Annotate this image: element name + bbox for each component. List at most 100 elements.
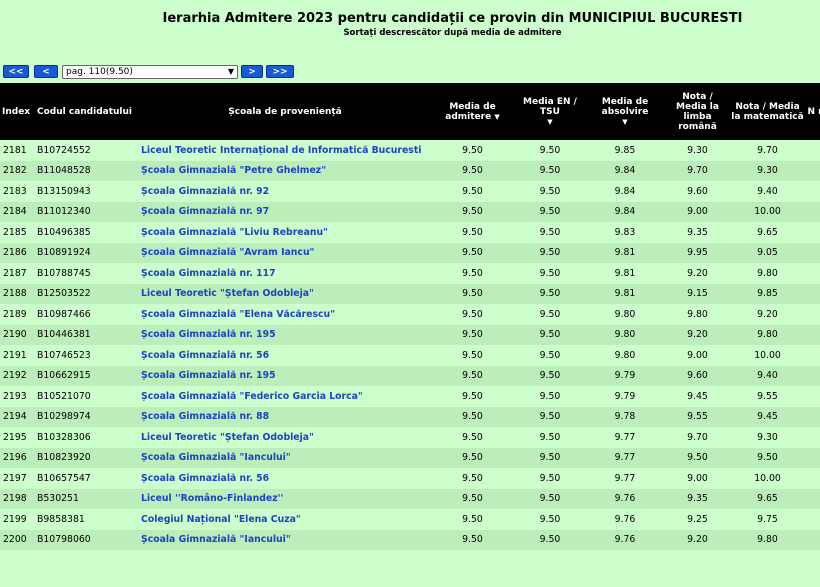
cell-en: 9.50	[539, 390, 561, 402]
cell-school-link[interactable]: Școala Gimnazială nr. 92	[141, 185, 270, 197]
cell-code: B10987466	[37, 308, 91, 320]
col-header-en[interactable]: Media EN / TSU ▼	[515, 83, 585, 140]
cell-admission: 9.50	[462, 308, 483, 320]
cell-school-link[interactable]: Liceul Teoretic "Ștefan Odobleja"	[141, 288, 314, 300]
cell-math: 9.40	[757, 370, 778, 382]
cell-code: B10798060	[37, 534, 91, 546]
cell-school-link[interactable]: Liceul Teoretic Internațional de Informa…	[141, 144, 422, 156]
cell-en: 9.50	[539, 349, 561, 361]
col-header-school[interactable]: Școala de proveniență	[228, 106, 342, 117]
table-row: 2192 B10662915 Școala Gimnazială nr. 195 9.…	[0, 365, 820, 386]
cell-graduation: 9.76	[614, 513, 636, 525]
cell-math: 9.80	[757, 267, 778, 279]
page-select-value: pag. 110(9.50)	[66, 67, 133, 77]
cell-index: 2193	[3, 390, 27, 402]
table-row: 2198 B530251 Liceul ''Româno-Finlandez'' 9.…	[0, 488, 820, 509]
cell-school-link[interactable]: Școala Gimnazială "Petre Ghelmez"	[141, 165, 327, 177]
cell-extra	[805, 345, 820, 366]
cell-graduation: 9.83	[614, 226, 636, 238]
cell-math: 9.05	[757, 247, 778, 259]
table-row: 2200 B10798060 Școala Gimnazială "Iancului…	[0, 529, 820, 550]
first-page-button[interactable]: <<	[3, 65, 29, 78]
cell-math: 9.85	[757, 288, 778, 300]
table-row: 2196 B10823920 Școala Gimnazială "Iancului…	[0, 447, 820, 468]
col-header-romanian[interactable]: Nota / Media la limba română	[676, 91, 719, 132]
page-select[interactable]: pag. 110(9.50) ▼	[62, 65, 238, 79]
cell-school-link[interactable]: Școala Gimnazială nr. 195	[141, 370, 276, 382]
cell-index: 2190	[3, 329, 27, 341]
cell-math: 9.20	[757, 308, 778, 320]
cell-en: 9.50	[539, 513, 561, 525]
cell-graduation: 9.77	[614, 472, 636, 484]
cell-admission: 9.50	[462, 534, 483, 546]
cell-extra	[805, 304, 820, 325]
cell-index: 2196	[3, 452, 27, 464]
last-page-button[interactable]: >>	[266, 65, 294, 78]
prev-page-button[interactable]: <	[34, 65, 58, 78]
cell-romanian: 9.25	[687, 513, 708, 525]
cell-school-link[interactable]: Liceul Teoretic "Ștefan Odobleja"	[141, 431, 314, 443]
cell-extra	[805, 509, 820, 530]
cell-romanian: 9.20	[687, 329, 708, 341]
cell-school-link[interactable]: Școala Gimnazială nr. 56	[141, 349, 270, 361]
col-header-graduation[interactable]: Media de absolvire ▼	[585, 83, 665, 140]
cell-romanian: 9.70	[687, 431, 708, 443]
cell-romanian: 9.00	[687, 206, 708, 218]
cell-code: B10724552	[37, 144, 91, 156]
col-header-code[interactable]: Codul candidatului	[37, 106, 133, 117]
cell-graduation: 9.81	[614, 288, 636, 300]
col-header-admission-label: Media de admitere	[445, 101, 496, 122]
cell-school-link[interactable]: Școala Gimnazială "Iancului"	[141, 452, 291, 464]
col-header-extra[interactable]: N m	[807, 106, 820, 117]
cell-en: 9.50	[539, 226, 561, 238]
cell-school-link[interactable]: Școala Gimnazială nr. 88	[141, 411, 270, 423]
cell-en: 9.50	[539, 247, 561, 259]
cell-en: 9.50	[539, 411, 561, 423]
cell-extra	[805, 284, 820, 305]
cell-school-link[interactable]: Școala Gimnazială "Elena Văcărescu"	[141, 308, 335, 320]
cell-en: 9.50	[539, 472, 561, 484]
table-row: 2197 B10657547 Școala Gimnazială nr. 56 9.5…	[0, 468, 820, 489]
cell-extra	[805, 181, 820, 202]
col-header-admission[interactable]: Media de admitere ▼	[430, 83, 515, 140]
cell-en: 9.50	[539, 493, 561, 505]
cell-school-link[interactable]: Școala Gimnazială "Liviu Rebreanu"	[141, 226, 328, 238]
cell-school-link[interactable]: Școala Gimnazială "Federico Garcia Lorca…	[141, 390, 363, 402]
cell-math: 9.30	[757, 165, 778, 177]
cell-graduation: 9.76	[614, 493, 636, 505]
cell-extra	[805, 386, 820, 407]
cell-graduation: 9.80	[614, 349, 636, 361]
sort-icon: ▼	[622, 117, 628, 126]
cell-school-link[interactable]: Școala Gimnazială nr. 195	[141, 329, 276, 341]
col-header-math[interactable]: Nota / Media la matematică	[731, 101, 804, 122]
cell-extra	[805, 263, 820, 284]
cell-index: 2189	[3, 308, 27, 320]
cell-graduation: 9.78	[614, 411, 636, 423]
sort-icon: ▼	[547, 117, 553, 126]
table-row: 2185 B10496385 Școala Gimnazială "Liviu Re…	[0, 222, 820, 243]
page-subtitle: Sortați descrescător după media de admit…	[343, 28, 562, 38]
cell-school-link[interactable]: Școala Gimnazială nr. 97	[141, 206, 270, 218]
cell-school-link[interactable]: Școala Gimnazială nr. 56	[141, 472, 270, 484]
table-header-row: Index Codul candidatului Școala de prove…	[0, 83, 820, 140]
cell-code: B530251	[37, 493, 79, 505]
col-header-index[interactable]: Index	[2, 106, 31, 117]
cell-code: B10328306	[37, 431, 91, 443]
cell-graduation: 9.81	[614, 267, 636, 279]
cell-index: 2200	[3, 534, 27, 546]
table-row: 2191 B10746523 Școala Gimnazială nr. 56 9.5…	[0, 345, 820, 366]
cell-admission: 9.50	[462, 390, 483, 402]
cell-math: 9.80	[757, 534, 778, 546]
cell-school-link[interactable]: Liceul ''Româno-Finlandez''	[141, 493, 284, 505]
cell-school-link[interactable]: Școala Gimnazială nr. 117	[141, 267, 276, 279]
cell-school-link[interactable]: Școala Gimnazială "Iancului"	[141, 534, 291, 546]
cell-math: 10.00	[754, 472, 781, 484]
cell-index: 2182	[3, 165, 27, 177]
table-row: 2183 B13150943 Școala Gimnazială nr. 92 9.5…	[0, 181, 820, 202]
cell-school-link[interactable]: Colegiul Național "Elena Cuza"	[141, 513, 301, 525]
cell-en: 9.50	[539, 288, 561, 300]
cell-school-link[interactable]: Școala Gimnazială "Avram Iancu"	[141, 247, 315, 259]
cell-math: 9.30	[757, 431, 778, 443]
cell-romanian: 9.95	[687, 247, 708, 259]
next-page-button[interactable]: >	[241, 65, 263, 78]
